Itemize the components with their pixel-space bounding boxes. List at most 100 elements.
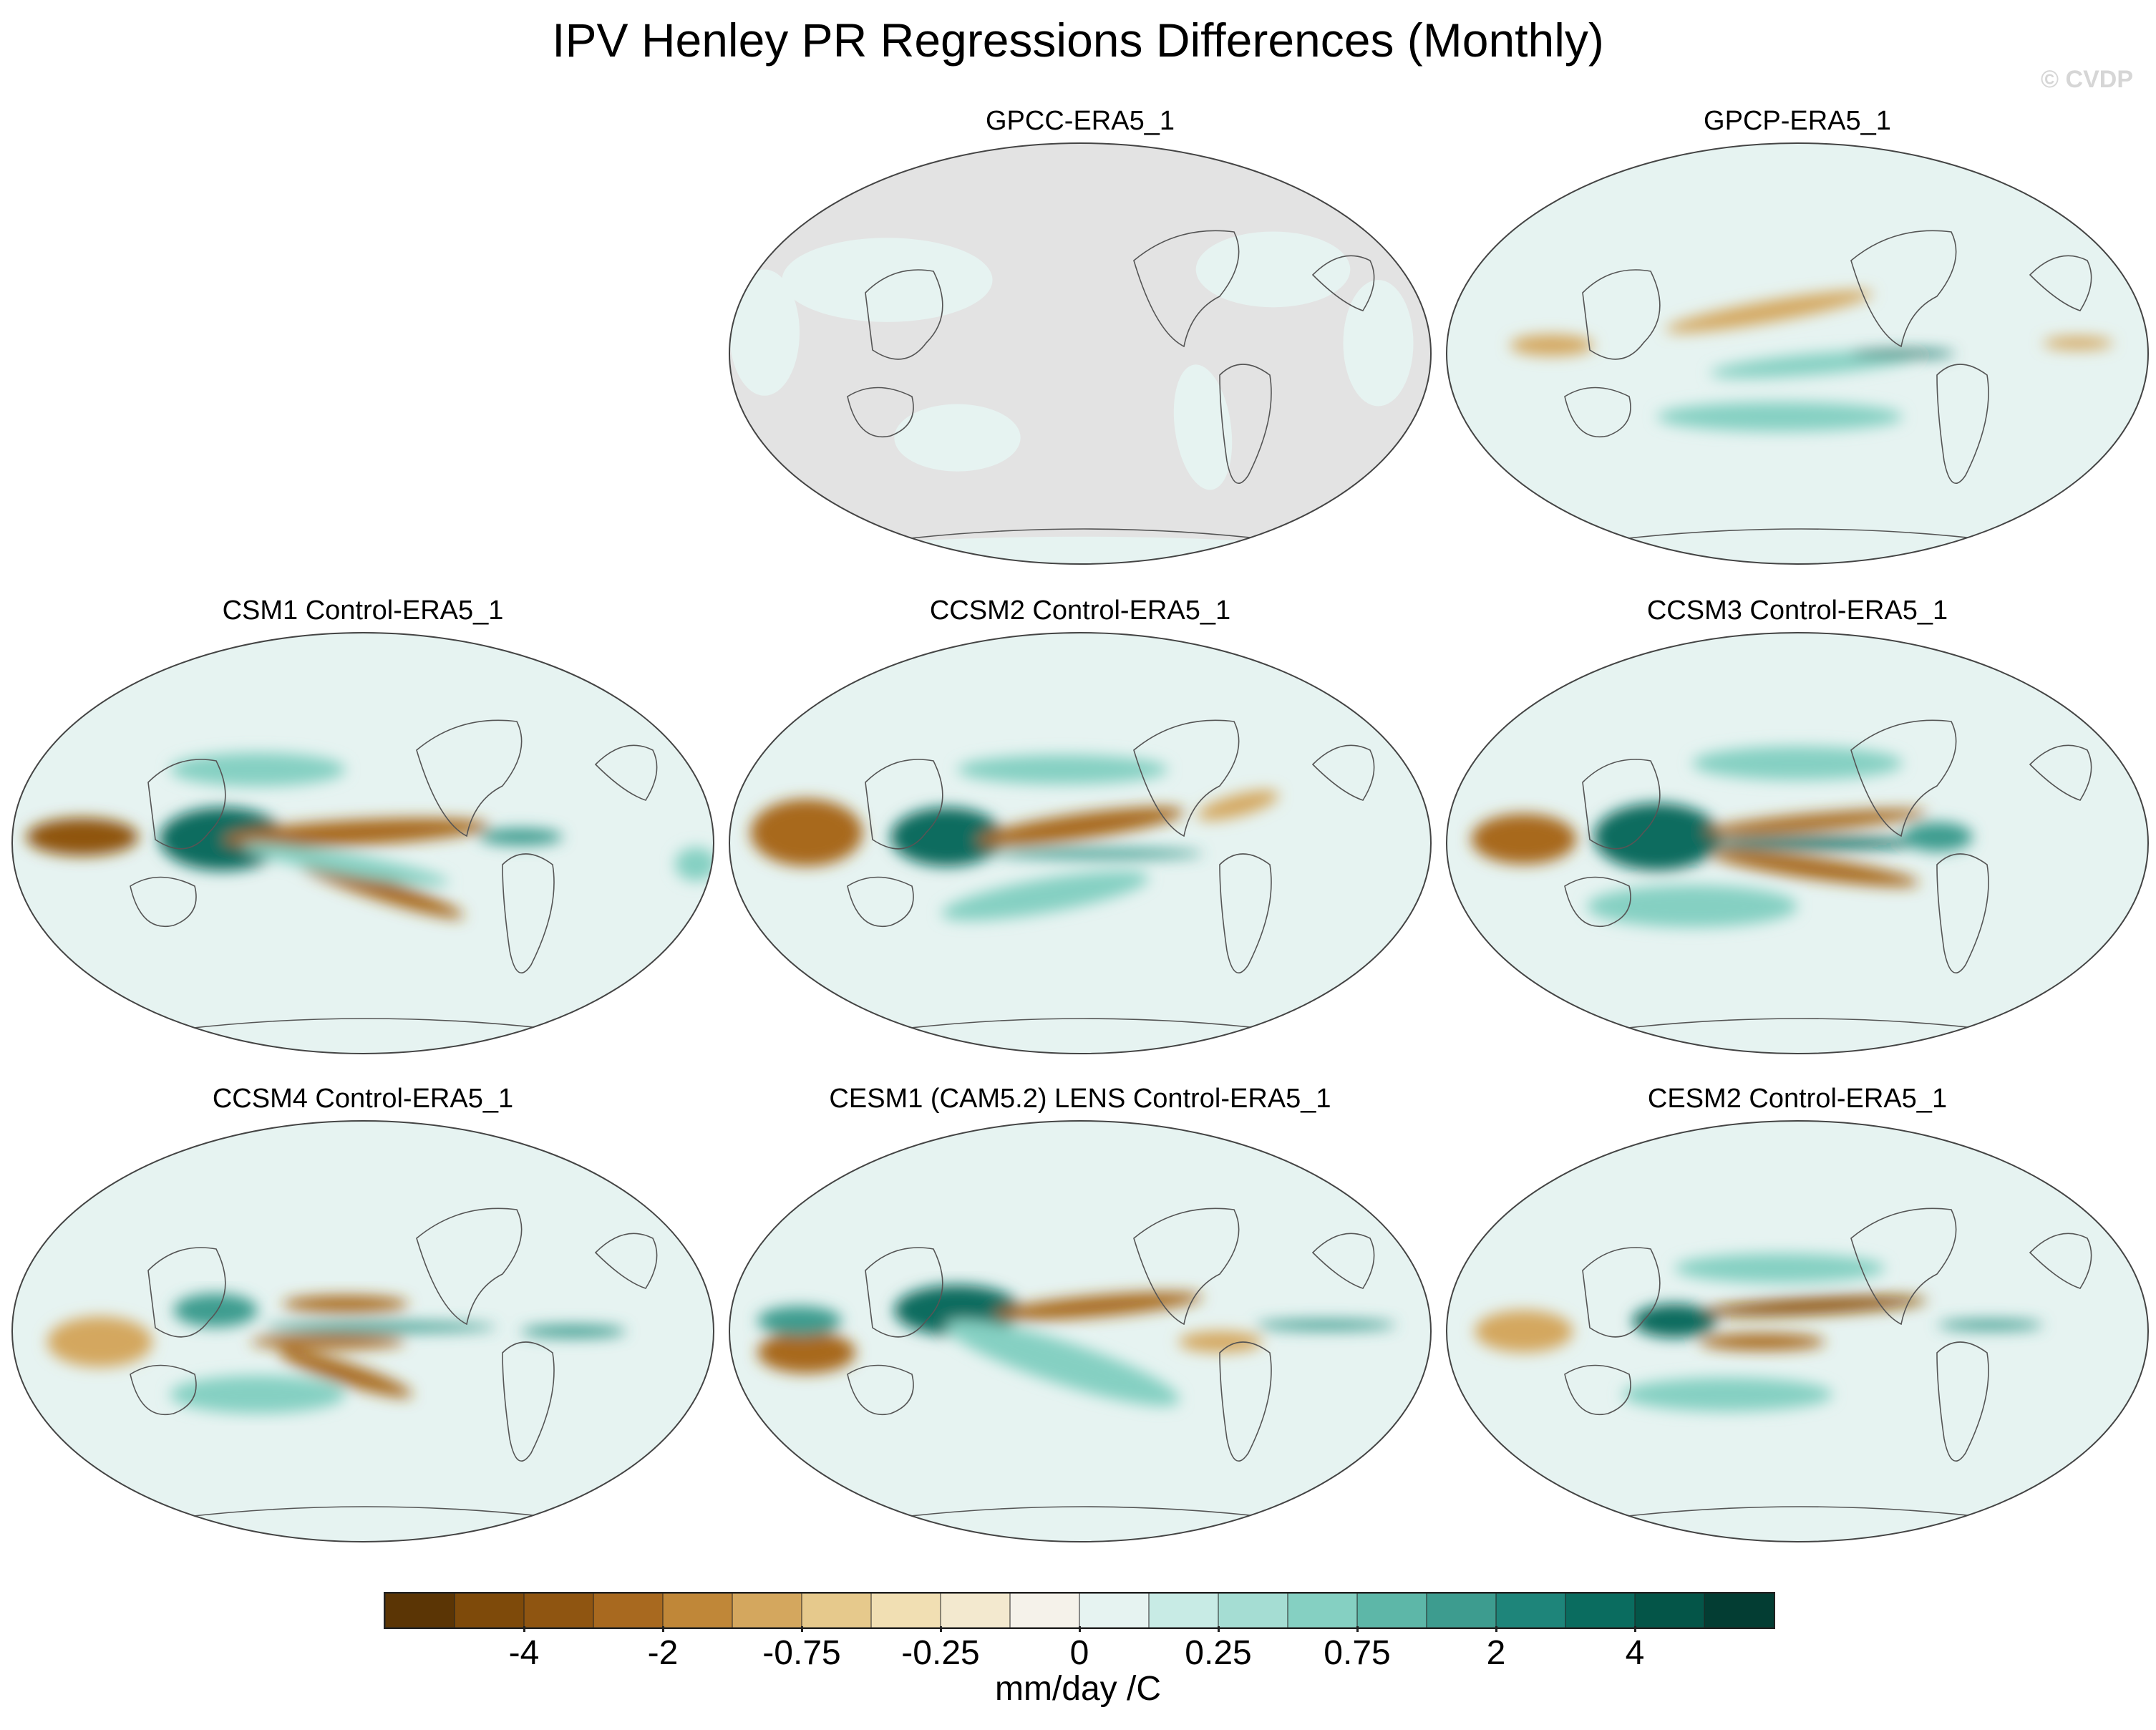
coastline xyxy=(847,1364,914,1415)
coastline xyxy=(847,387,914,437)
panel-title-ccsm4: CCSM4 Control-ERA5_1 xyxy=(212,1084,514,1114)
coastline xyxy=(2029,744,2092,801)
panel-gpcc: GPCC-ERA5_1 xyxy=(726,105,1434,565)
colorbar-swatch-2 xyxy=(523,1593,594,1628)
map-border xyxy=(1446,632,2149,1054)
map-cesm1 xyxy=(729,1120,1432,1542)
coastline xyxy=(1133,719,1240,837)
anomaly-blob xyxy=(26,817,139,856)
panel-title-ccsm3: CCSM3 Control-ERA5_1 xyxy=(1646,596,1948,626)
anomaly-blob xyxy=(1657,402,1903,432)
colorbar-swatch-7 xyxy=(870,1593,941,1628)
colorbar-swatch-16 xyxy=(1495,1593,1566,1628)
anomaly-field xyxy=(757,1285,1396,1406)
anomaly-field xyxy=(1471,746,1973,928)
coastline xyxy=(868,528,1299,544)
coastlines xyxy=(130,1207,658,1522)
coastline xyxy=(1582,759,1661,850)
anomaly-blob xyxy=(757,1331,856,1374)
anomaly-blob xyxy=(1702,1296,1928,1317)
panel-ccsm3: CCSM3 Control-ERA5_1 xyxy=(1443,594,2152,1054)
map-ccsm4 xyxy=(11,1120,714,1542)
coastline xyxy=(1586,1506,2016,1522)
land-region xyxy=(1343,280,1414,407)
colorbar-tick-label: -0.75 xyxy=(762,1634,841,1672)
coastlines xyxy=(130,719,658,1034)
anomaly-blob xyxy=(976,807,1185,846)
anomaly-blob xyxy=(278,1349,412,1398)
anomaly-blob xyxy=(1178,1331,1263,1353)
coastline xyxy=(1133,1207,1240,1326)
anomaly-blob xyxy=(1593,803,1721,871)
colorbar-swatch-8 xyxy=(940,1593,1011,1628)
map-border xyxy=(1446,1120,2149,1542)
map-border xyxy=(1446,142,2149,565)
coastline xyxy=(130,1364,197,1415)
anomaly-blob xyxy=(1256,1319,1396,1331)
coastlines xyxy=(1564,719,2092,1034)
anomaly-blob xyxy=(941,871,1149,920)
coastline xyxy=(1564,387,1631,437)
anomaly-blob xyxy=(251,1334,405,1349)
anomaly-blob xyxy=(1510,334,1594,356)
coastline xyxy=(1564,876,1631,927)
anomaly-blob xyxy=(993,1292,1203,1321)
coastline xyxy=(1582,1247,1661,1338)
anomaly-blob xyxy=(520,1325,626,1338)
anomaly-blob xyxy=(675,847,714,881)
map-border xyxy=(729,142,1432,565)
colorbar-swatch-19 xyxy=(1704,1593,1774,1628)
anomaly-blob xyxy=(946,1320,1180,1406)
coastline xyxy=(865,269,943,360)
map-background xyxy=(729,143,1431,564)
anomaly-blob xyxy=(47,1316,152,1367)
colorbar-tick-mark xyxy=(1356,1626,1359,1632)
coastline xyxy=(865,759,943,850)
colorbar-swatch-11 xyxy=(1148,1593,1219,1628)
anomaly-blob xyxy=(1710,350,1920,379)
panel-title-cesm2: CESM2 Control-ERA5_1 xyxy=(1647,1084,1948,1114)
colorbar-tick-label: 2 xyxy=(1486,1634,1506,1672)
coastline xyxy=(868,1506,1299,1522)
anomaly-blob xyxy=(750,799,863,867)
anomaly-blob xyxy=(1197,790,1279,820)
panel-title-gpcp: GPCP-ERA5_1 xyxy=(1704,106,1891,136)
colorbar-tick-mark xyxy=(1218,1626,1220,1632)
anomaly-blob xyxy=(1471,813,1577,865)
coastline xyxy=(1586,1018,2016,1034)
colorbar-swatch-4 xyxy=(662,1593,733,1628)
coastline xyxy=(1582,269,1661,360)
colorbar-tick-label: 0 xyxy=(1069,1634,1089,1672)
map-background xyxy=(729,1121,1431,1542)
colorbar-tick-mark xyxy=(1495,1626,1497,1632)
panel-ccsm2: CCSM2 Control-ERA5_1 xyxy=(726,594,1434,1054)
anomaly-blob xyxy=(1674,1253,1885,1283)
coastline xyxy=(151,1506,582,1522)
colorbar-swatch-18 xyxy=(1634,1593,1705,1628)
anomaly-blob xyxy=(173,1293,258,1328)
anomaly-blob xyxy=(478,828,563,845)
map-cesm2 xyxy=(1446,1120,2149,1542)
anomaly-field xyxy=(750,754,1279,920)
colorbar-tick-mark xyxy=(940,1626,942,1632)
coastline xyxy=(1133,230,1240,348)
panel-gpcp: GPCP-ERA5_1 xyxy=(1443,105,2152,565)
colorbar-swatch-1 xyxy=(454,1593,525,1628)
anomaly-blob xyxy=(170,752,346,787)
colorbar-swatch-0 xyxy=(384,1593,455,1628)
anomaly-blob xyxy=(223,818,490,847)
coastline xyxy=(1850,719,1957,837)
map-ccsm2 xyxy=(729,632,1432,1054)
coastline xyxy=(130,876,197,927)
coastline xyxy=(502,1341,555,1462)
colorbar-tick-mark xyxy=(523,1626,525,1632)
anomaly-blob xyxy=(282,1296,409,1313)
panel-title-csm1: CSM1 Control-ERA5_1 xyxy=(222,596,504,626)
panel-title-cesm1: CESM1 (CAM5.2) LENS Control-ERA5_1 xyxy=(829,1084,1331,1114)
anomaly-blob xyxy=(159,807,286,871)
panel-cesm1: CESM1 (CAM5.2) LENS Control-ERA5_1 xyxy=(726,1082,1434,1542)
colorbar-tick-mark xyxy=(801,1626,803,1632)
colorbar-swatch-12 xyxy=(1218,1593,1288,1628)
coastline xyxy=(1936,364,1989,484)
anomaly-blob xyxy=(241,843,450,885)
